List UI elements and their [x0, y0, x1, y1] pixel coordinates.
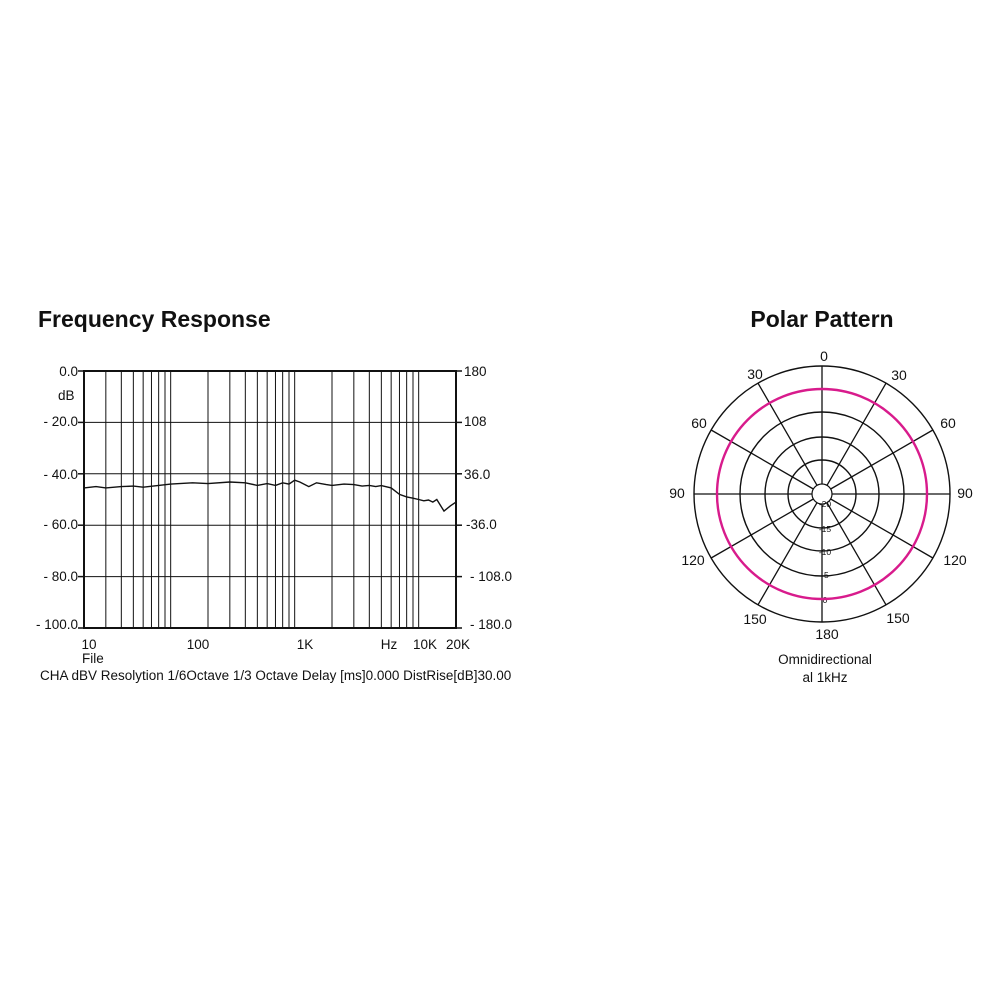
- polar-angle-label: 90: [957, 485, 973, 501]
- right-y-tick-label: 36.0: [464, 467, 490, 482]
- polar-spoke: [826, 382, 887, 486]
- right-y-tick-label: - 180.0: [470, 617, 512, 632]
- right-y-tick-label: 180: [464, 364, 487, 379]
- polar-spoke: [710, 429, 814, 490]
- polar-spoke: [757, 382, 818, 486]
- polar-angle-label: 60: [691, 415, 707, 431]
- x-tick-label: 1K: [297, 637, 314, 652]
- left-y-tick-label: 0.0: [59, 364, 78, 379]
- frequency-response-title: Frequency Response: [38, 306, 271, 332]
- left-y-tick-label: - 20.0: [43, 414, 78, 429]
- left-y-tick-label: - 100.0: [36, 617, 78, 632]
- left-y-tick-label: - 60.0: [43, 517, 78, 532]
- x-axis-file-note: File: [82, 651, 104, 666]
- x-tick-label: 20K: [446, 637, 470, 652]
- polar-angle-label: 150: [886, 610, 910, 626]
- right-y-tick-label: 108: [464, 414, 487, 429]
- polar-angle-label: 30: [747, 366, 763, 382]
- left-y-tick-label: - 80.0: [43, 569, 78, 584]
- right-y-tick-labels: 180 108 36.0 -36.0 - 108.0 - 180.0: [464, 364, 512, 632]
- frequency-grid: [84, 370, 456, 629]
- polar-angle-label: 0: [820, 348, 828, 364]
- polar-angle-labels: 0 30 30 60 60 90 90 120 120 150 150 180: [669, 348, 973, 642]
- right-y-tick-label: -36.0: [466, 517, 497, 532]
- polar-ring-labels: -20-15-10-50: [819, 499, 832, 605]
- x-tick-label: 100: [187, 637, 210, 652]
- polar-spoke: [826, 502, 887, 606]
- x-tick-label: 10: [81, 637, 96, 652]
- polar-spoke: [710, 498, 814, 559]
- polar-series-group: [715, 387, 929, 601]
- frequency-plot-frame: [78, 370, 462, 629]
- polar-angle-label: 60: [940, 415, 956, 431]
- polar-angle-label: 150: [743, 611, 767, 627]
- omnidirectional-pattern-curve: [715, 387, 929, 601]
- x-tick-labels: 10 100 1K Hz 10K 20K: [81, 637, 470, 652]
- frequency-response-chart: Frequency Response 0.0 - 20.0 - 40.0 - 60.0…: [36, 306, 512, 683]
- left-y-tick-labels: 0.0 - 20.0 - 40.0 - 60.0 - 80.0 - 100.0: [36, 364, 78, 632]
- polar-angle-label: 120: [681, 552, 705, 568]
- polar-ring-label: -5: [821, 570, 829, 580]
- polar-ring-label: -20: [819, 499, 832, 509]
- polar-ring-label: -10: [819, 547, 832, 557]
- polar-spoke: [830, 498, 934, 559]
- polar-spoke: [830, 429, 934, 490]
- polar-angle-label: 180: [815, 626, 839, 642]
- polar-angle-label: 120: [943, 552, 967, 568]
- polar-angle-label: 30: [891, 367, 907, 383]
- left-y-unit: dB: [58, 388, 75, 403]
- polar-ring-label: -15: [819, 524, 832, 534]
- polar-grid: [693, 365, 951, 623]
- frequency-caption: CHA dBV Resolytion 1/6Octave 1/3 Octave …: [40, 668, 511, 683]
- right-y-tick-label: - 108.0: [470, 569, 512, 584]
- polar-caption-line-2: al 1kHz: [802, 670, 847, 685]
- x-tick-label: Hz: [381, 637, 398, 652]
- polar-spoke: [757, 502, 818, 606]
- polar-caption-line-1: Omnidirectional: [778, 652, 872, 667]
- polar-pattern-title: Polar Pattern: [750, 306, 893, 332]
- plot-border: [83, 370, 457, 629]
- polar-pattern-chart: Polar Pattern 0 30 30 60 60 90 90 120 120 150 150 1…: [669, 306, 973, 685]
- frequency-curve-group: [83, 479, 457, 513]
- polar-angle-label: 90: [669, 485, 685, 501]
- frequency-response-curve: [83, 479, 457, 513]
- left-y-tick-label: - 40.0: [43, 467, 78, 482]
- x-tick-label: 10K: [413, 637, 437, 652]
